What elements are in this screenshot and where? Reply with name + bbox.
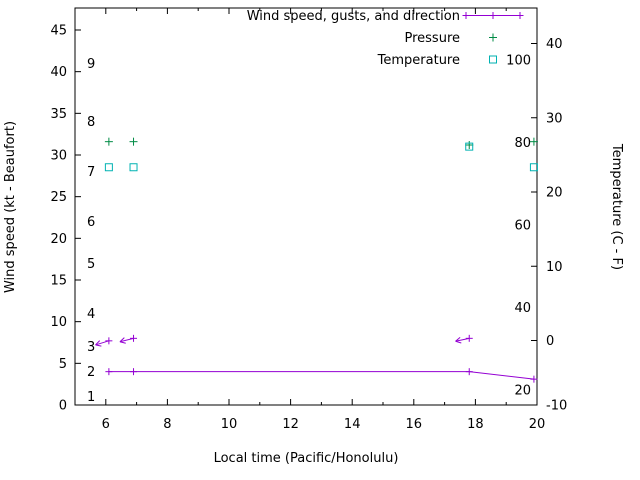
x-tick-label: 12: [282, 417, 299, 432]
left-axis-title: Wind speed (kt - Beaufort): [3, 121, 18, 293]
legend-label-wind: Wind speed, gusts, and direction: [247, 9, 460, 24]
x-tick-label: 16: [406, 417, 423, 432]
fahrenheit-label: 100: [506, 54, 531, 69]
fahrenheit-label: 40: [514, 301, 531, 316]
legend-label-temperature: Temperature: [377, 53, 460, 68]
wind-tick-label: 35: [50, 107, 67, 122]
wind-tick-label: 40: [50, 65, 67, 80]
series-pressure: [104, 137, 538, 149]
beaufort-label: 4: [87, 307, 95, 322]
beaufort-label: 5: [87, 257, 95, 272]
wind-tick-label: 25: [50, 190, 67, 205]
x-tick-label: 6: [102, 417, 110, 432]
x-tick-label: 18: [467, 417, 484, 432]
wind-tick-label: 20: [50, 232, 67, 247]
x-tick-label: 8: [163, 417, 171, 432]
series-wind-speed: [105, 368, 538, 383]
series-wind-gusts: [95, 334, 473, 347]
legend-samples: [462, 12, 524, 64]
beaufort-label: 3: [87, 340, 95, 355]
celsius-tick-label: 20: [546, 186, 563, 201]
beaufort-label: 7: [87, 165, 95, 180]
tick-labels: 6 8 10 12 14 16 18 20051015202530354045-1001020…: [50, 24, 567, 433]
axis-ticks: [74, 8, 538, 406]
plot-area: 6 8 10 12 14 16 18 20051015202530354045-1001020…: [50, 8, 567, 432]
wind-tick-label: 5: [59, 357, 67, 372]
celsius-tick-label: 10: [546, 260, 563, 275]
fahrenheit-label: 80: [514, 136, 531, 151]
legend-label-pressure: Pressure: [404, 31, 460, 46]
right-axis-title: Temperature (C - F): [609, 143, 624, 270]
wind-tick-label: 45: [50, 24, 67, 39]
x-tick-label: 14: [344, 417, 361, 432]
x-tick-label: 10: [221, 417, 238, 432]
beaufort-label: 2: [87, 365, 95, 380]
plot-border: [74, 7, 538, 406]
beaufort-label: 8: [87, 115, 95, 130]
wind-tick-label: 0: [59, 399, 67, 414]
beaufort-label: 6: [87, 215, 95, 230]
x-tick-label: 20: [529, 417, 546, 432]
beaufort-label: 9: [87, 57, 95, 72]
celsius-tick-label: 40: [546, 37, 563, 52]
fahrenheit-label: 20: [514, 384, 531, 399]
wind-tick-label: 10: [50, 315, 67, 330]
beaufort-label: 1: [87, 390, 95, 405]
x-axis-title: Local time (Pacific/Honolulu): [214, 451, 399, 466]
wind-tick-label: 15: [50, 274, 67, 289]
fahrenheit-label: 60: [514, 219, 531, 234]
celsius-tick-label: -10: [546, 399, 567, 414]
celsius-tick-label: 30: [546, 111, 563, 126]
legend: Wind speed, gusts, and direction Pressur…: [247, 9, 524, 68]
celsius-tick-label: 0: [546, 334, 554, 349]
wind-tick-label: 30: [50, 149, 67, 164]
series-temperature: [104, 142, 538, 172]
